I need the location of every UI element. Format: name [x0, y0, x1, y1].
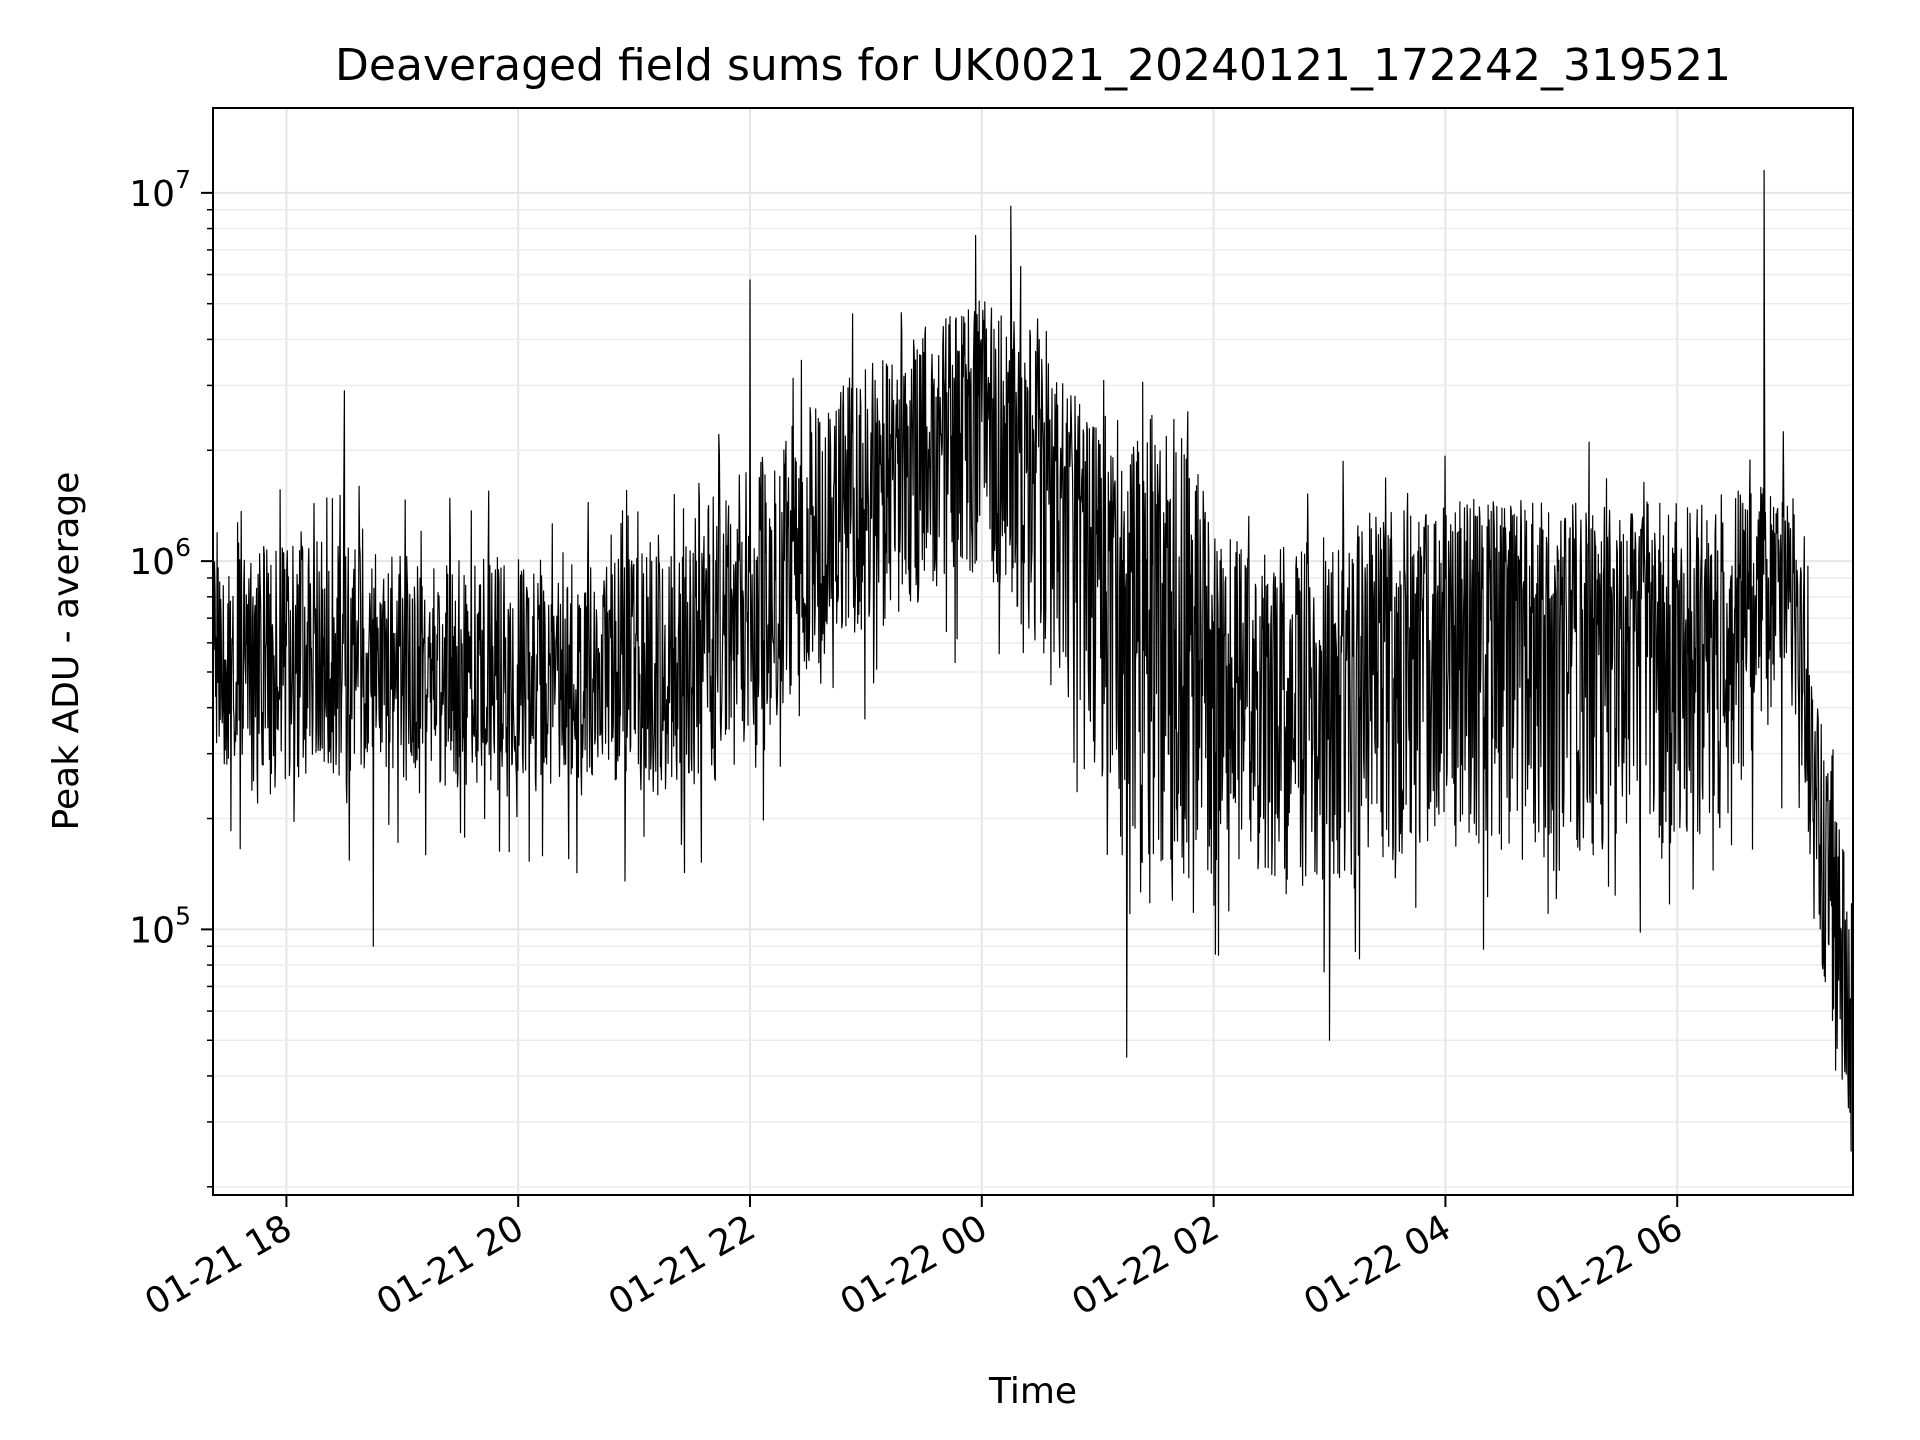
y-tick-exponent: 6 — [175, 533, 191, 562]
y-tick-exponent: 5 — [175, 901, 191, 930]
series-line-group — [213, 169, 1853, 1152]
series-line — [213, 169, 1853, 1152]
y-tick-label: 105 — [129, 901, 191, 951]
x-axis-label: Time — [988, 1371, 1077, 1412]
y-tick-base: 10 — [129, 174, 175, 215]
y-tick-base: 10 — [129, 542, 175, 583]
y-axis-label: Peak ADU - average — [46, 472, 87, 831]
chart-title: Deaveraged field sums for UK0021_2024012… — [335, 40, 1731, 91]
y-tick-label: 106 — [129, 533, 191, 583]
y-tick-exponent: 7 — [175, 165, 191, 194]
y-tick-label: 107 — [129, 165, 191, 215]
grid — [213, 108, 1853, 1195]
y-tick-base: 10 — [129, 910, 175, 951]
plot-frame — [212, 107, 1854, 1196]
